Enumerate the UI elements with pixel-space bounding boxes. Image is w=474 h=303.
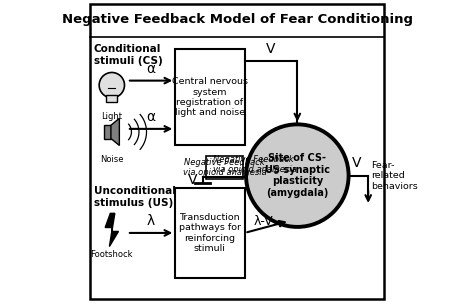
Text: Negative Feedback Model of Fear Conditioning: Negative Feedback Model of Fear Conditio… (62, 13, 412, 26)
Text: Fear-
related
behaviors: Fear- related behaviors (371, 161, 418, 191)
Bar (104, 125, 111, 138)
Text: λ: λ (147, 215, 155, 228)
Text: Light: Light (101, 112, 122, 121)
Text: Site of CS-
US synaptic
plasticity
(amygdala): Site of CS- US synaptic plasticity (amyg… (265, 153, 330, 198)
Bar (106, 95, 117, 102)
Text: Unconditional
stimulus (US): Unconditional stimulus (US) (94, 186, 175, 208)
Text: Negative Feedback
via opioid analgesia: Negative Feedback via opioid analgesia (182, 158, 266, 177)
Text: λ-V: λ-V (254, 215, 273, 228)
Text: α: α (146, 110, 155, 124)
Text: Transduction
pathways for
reinforcing
stimuli: Transduction pathways for reinforcing st… (179, 213, 241, 253)
Text: Central nervous
system
registration of
light and noise: Central nervous system registration of l… (172, 77, 248, 117)
Bar (175, 49, 245, 145)
Circle shape (99, 72, 125, 98)
Text: Footshock: Footshock (91, 250, 133, 259)
Text: V: V (188, 173, 198, 187)
Text: α: α (146, 62, 155, 76)
Bar (206, 156, 243, 179)
Polygon shape (105, 213, 118, 247)
Text: Conditional
stimuli (CS): Conditional stimuli (CS) (94, 45, 163, 66)
Text: V: V (266, 42, 276, 56)
Circle shape (246, 124, 348, 227)
Polygon shape (111, 118, 119, 145)
Text: V: V (352, 156, 361, 170)
Bar (175, 188, 245, 278)
Text: Negative Feedback
via opioid analgesia: Negative Feedback via opioid analgesia (213, 155, 297, 174)
Text: Noise: Noise (100, 155, 124, 164)
